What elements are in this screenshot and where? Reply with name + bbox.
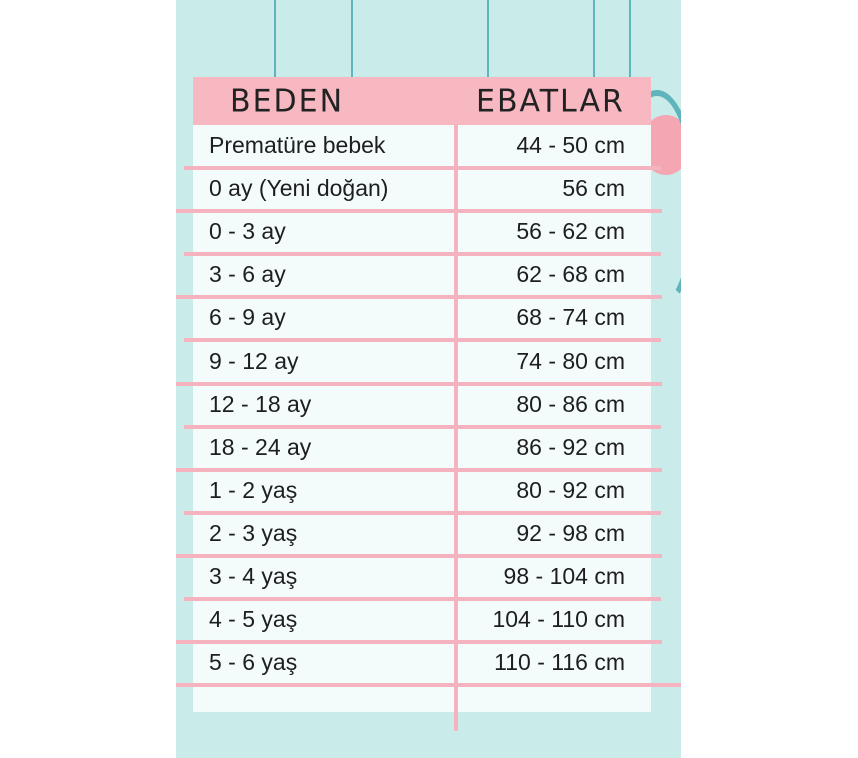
size-label: 12 - 18 ay	[209, 390, 312, 417]
row-divider	[176, 640, 662, 645]
hanging-string	[351, 0, 353, 77]
dimension-value: 104 - 110 cm	[492, 606, 625, 633]
dimension-value: 68 - 74 cm	[516, 304, 625, 331]
row-divider	[176, 553, 662, 558]
size-label: 1 - 2 yaş	[209, 476, 298, 503]
column-header-size: BEDEN	[230, 83, 345, 120]
table-row: 12 - 18 ay 80 - 86 cm	[193, 384, 651, 427]
table-header	[193, 77, 651, 125]
row-divider	[184, 597, 661, 601]
table-row: 6 - 9 ay 68 - 74 cm	[193, 297, 651, 340]
row-divider	[184, 510, 661, 515]
row-divider	[176, 381, 662, 386]
dimension-value: 74 - 80 cm	[516, 347, 625, 374]
dimension-value: 56 - 62 cm	[516, 218, 625, 245]
dimension-value: 98 - 104 cm	[503, 563, 625, 589]
column-header-dimensions: EBATLAR	[476, 83, 625, 120]
size-label: 18 - 24 ay	[209, 433, 312, 460]
size-chart-card	[193, 77, 651, 712]
size-label: 0 ay (Yeni doğan)	[209, 175, 389, 202]
row-divider	[184, 424, 661, 429]
table-row: 5 - 6 yaş 110 - 116 cm	[193, 642, 651, 685]
size-label: 3 - 4 yaş	[209, 563, 298, 589]
dimension-value: 44 - 50 cm	[516, 132, 625, 158]
table-row: 0 ay (Yeni doğan) 56 cm	[193, 168, 651, 211]
size-label: 2 - 3 yaş	[209, 519, 298, 546]
table-row: 3 - 6 ay 62 - 68 cm	[193, 254, 651, 297]
hanging-string	[593, 0, 595, 77]
dimension-value: 110 - 116 cm	[494, 649, 625, 676]
row-divider	[176, 295, 662, 300]
hanging-string	[629, 0, 631, 77]
dimension-value: 80 - 86 cm	[516, 390, 625, 417]
dimension-value: 92 - 98 cm	[516, 519, 625, 546]
table-row: 4 - 5 yaş 104 - 110 cm	[193, 599, 651, 642]
dimension-value: 80 - 92 cm	[516, 476, 625, 503]
row-divider	[176, 683, 681, 688]
row-divider	[176, 209, 662, 214]
size-label: 5 - 6 yaş	[209, 649, 298, 676]
size-label: 4 - 5 yaş	[209, 606, 298, 633]
size-label: 9 - 12 ay	[209, 347, 299, 374]
table-row: 9 - 12 ay 74 - 80 cm	[193, 341, 651, 384]
table-row: 2 - 3 yaş 92 - 98 cm	[193, 513, 651, 556]
dimension-value: 62 - 68 cm	[516, 261, 625, 288]
hanging-string	[487, 0, 489, 77]
hanging-string	[274, 0, 276, 77]
table-row: 0 - 3 ay 56 - 62 cm	[193, 211, 651, 254]
size-label: 3 - 6 ay	[209, 261, 286, 288]
row-divider	[184, 338, 661, 343]
dimension-value: 56 cm	[562, 175, 625, 202]
table-row: Prematüre bebek 44 - 50 cm	[193, 125, 651, 168]
size-label: 0 - 3 ay	[209, 218, 286, 245]
table-row: 18 - 24 ay 86 - 92 cm	[193, 427, 651, 470]
dimension-value: 86 - 92 cm	[516, 433, 625, 460]
table-row: 3 - 4 yaş 98 - 104 cm	[193, 556, 651, 599]
row-divider	[184, 252, 661, 257]
size-label: 6 - 9 ay	[209, 304, 286, 331]
row-divider	[184, 166, 661, 170]
size-label: Prematüre bebek	[209, 132, 386, 158]
row-divider	[176, 467, 662, 472]
table-row: 1 - 2 yaş 80 - 92 cm	[193, 470, 651, 513]
